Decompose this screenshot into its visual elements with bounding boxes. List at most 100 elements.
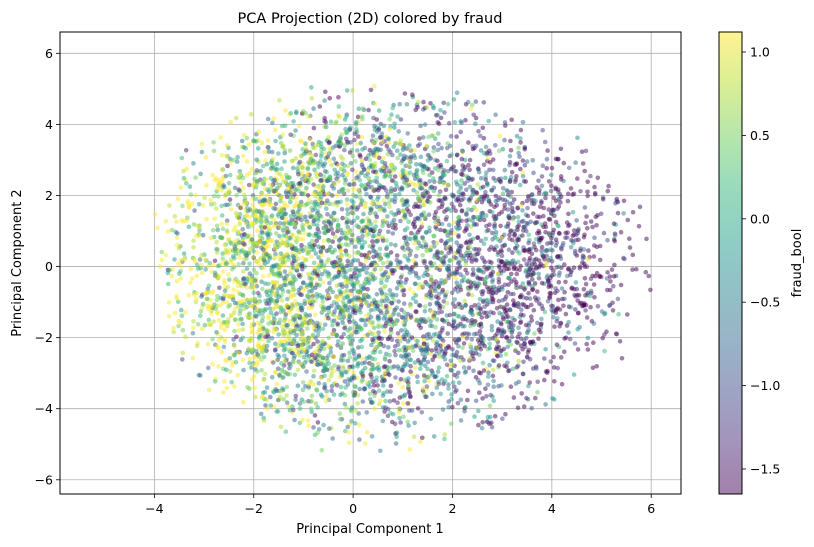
data-point: [392, 348, 397, 354]
data-point: [526, 290, 531, 296]
data-point: [261, 247, 266, 252]
data-point: [247, 261, 252, 267]
data-point: [524, 261, 529, 267]
data-point: [338, 384, 344, 390]
data-point: [372, 178, 377, 184]
data-point: [348, 237, 354, 243]
data-point: [241, 276, 246, 282]
data-point: [553, 310, 559, 316]
data-point: [304, 173, 310, 178]
data-point: [454, 349, 460, 355]
data-point: [446, 222, 452, 228]
data-point: [200, 301, 206, 307]
data-point: [210, 262, 216, 268]
data-point: [465, 318, 471, 323]
data-point: [319, 151, 324, 157]
data-point: [355, 215, 360, 220]
data-point: [224, 153, 229, 159]
data-point: [216, 318, 222, 323]
data-point: [422, 318, 427, 323]
data-point: [419, 212, 424, 218]
data-point: [472, 214, 477, 220]
data-point: [592, 184, 597, 190]
data-point: [318, 375, 324, 381]
data-point: [347, 305, 353, 310]
data-point: [309, 352, 315, 358]
data-point: [515, 227, 520, 233]
data-point: [313, 152, 319, 158]
data-point: [553, 243, 559, 248]
data-point: [211, 140, 216, 145]
data-point: [190, 330, 196, 336]
data-point: [448, 143, 453, 149]
data-point: [498, 179, 503, 185]
data-point: [452, 230, 458, 236]
data-point: [420, 170, 426, 175]
data-point: [231, 337, 236, 342]
data-point: [495, 319, 500, 324]
data-point: [392, 421, 398, 427]
data-point: [188, 266, 193, 272]
data-point: [418, 345, 423, 351]
data-point: [507, 160, 513, 165]
data-point: [353, 356, 359, 361]
data-point: [540, 163, 546, 168]
data-point: [537, 237, 542, 243]
data-point: [345, 424, 351, 430]
data-point: [621, 211, 626, 216]
data-point: [455, 226, 461, 232]
data-point: [196, 224, 202, 229]
data-point: [341, 365, 346, 371]
data-point: [454, 280, 460, 286]
data-point: [548, 188, 554, 194]
data-point: [279, 298, 285, 303]
data-point: [438, 115, 444, 121]
data-point: [273, 201, 279, 207]
data-point: [377, 207, 382, 213]
data-point: [440, 289, 445, 295]
data-point: [346, 299, 352, 305]
data-point: [413, 281, 418, 287]
data-point: [186, 224, 192, 230]
data-point: [454, 90, 460, 96]
data-point: [468, 106, 474, 112]
data-point: [557, 307, 563, 312]
data-point: [349, 205, 354, 210]
data-point: [260, 390, 266, 396]
data-point: [392, 165, 398, 171]
data-point: [506, 213, 512, 219]
data-point: [489, 323, 495, 329]
data-point: [554, 319, 560, 324]
data-point: [344, 197, 350, 202]
data-point: [265, 116, 271, 122]
data-point: [163, 219, 169, 224]
data-point: [396, 129, 402, 134]
data-point: [574, 253, 580, 258]
data-point: [210, 227, 216, 233]
data-point: [337, 416, 343, 422]
data-point: [597, 243, 603, 249]
data-point: [331, 218, 337, 223]
data-point: [268, 403, 274, 408]
data-point: [330, 332, 335, 337]
data-point: [300, 165, 305, 170]
data-point: [288, 242, 294, 248]
data-point: [186, 292, 191, 298]
data-point: [286, 289, 291, 294]
data-point: [472, 283, 478, 289]
data-point: [418, 154, 424, 160]
data-point: [261, 198, 266, 203]
data-point: [556, 187, 561, 192]
data-point: [475, 182, 481, 187]
data-point: [467, 232, 472, 238]
data-point: [530, 158, 535, 163]
data-point: [518, 343, 524, 349]
data-point: [351, 192, 356, 198]
data-point: [302, 360, 308, 365]
data-point: [585, 347, 591, 352]
data-point: [422, 378, 427, 384]
data-point: [321, 184, 326, 189]
data-point: [261, 354, 267, 360]
data-point: [370, 337, 375, 343]
data-point: [398, 338, 403, 344]
